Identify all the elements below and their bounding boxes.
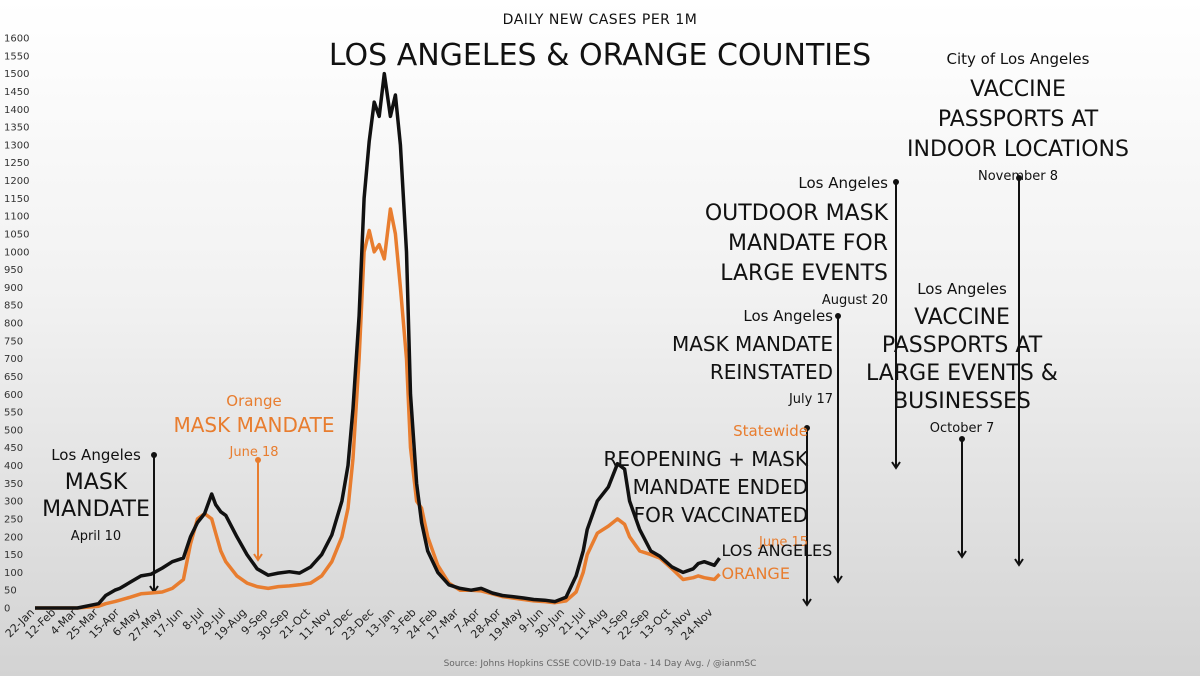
source-note: Source: Johns Hopkins CSSE COVID-19 Data… [443,659,757,669]
annotation-date: August 20 [822,293,888,308]
annotation-arrow [1014,558,1024,567]
annotation-date: June 15 [758,535,808,550]
y-tick-label: 1000 [4,247,29,258]
y-tick-label: 700 [4,354,23,365]
chart-subtitle: DAILY NEW CASES PER 1M [503,12,698,28]
annotation-date: June 18 [229,445,279,460]
annotation-place: Los Angeles [743,307,833,325]
annotation-headline: REINSTATED [710,360,833,384]
y-tick-label: 650 [4,372,23,383]
annotation-place: Los Angeles [798,174,888,192]
annotation-place: Los Angeles [51,446,141,464]
annotation-dot [255,457,261,463]
annotation-headline: MASK MANDATE [672,332,833,356]
annotation-arrow [891,461,901,470]
annotation-date: July 17 [788,392,833,407]
y-tick-label: 450 [4,443,23,454]
annotation-headline: BUSINESSES [893,389,1031,414]
annotation-headline: REOPENING + MASK [603,447,808,471]
y-tick-label: 350 [4,479,23,490]
y-tick-label: 850 [4,301,23,312]
annotation-headline: LARGE EVENTS & [866,361,1058,386]
y-tick-label: 1050 [4,229,29,240]
y-tick-label: 750 [4,336,23,347]
annotation-headline: LARGE EVENTS [720,261,888,286]
y-tick-label: 300 [4,497,23,508]
y-tick-label: 1200 [4,176,29,187]
annotation-arrow [957,550,967,559]
y-tick-label: 550 [4,408,23,419]
annotation-headline: MANDATE ENDED [633,475,808,499]
y-tick-label: 800 [4,319,23,330]
annotation-date: October 7 [930,421,994,436]
annotation-headline: PASSPORTS AT [882,333,1043,358]
y-tick-label: 150 [4,550,23,561]
x-axis: 22-Jan12-Feb4-Mar25-Mar15-Apr6-May27-May… [3,605,716,643]
annotation-date: April 10 [71,529,121,544]
y-tick-label: 500 [4,425,23,436]
annotation-place: City of Los Angeles [947,50,1090,68]
y-tick-label: 900 [4,283,23,294]
end-labels: LOS ANGELES ORANGE [721,541,832,583]
annotation-headline: MANDATE FOR [728,231,888,256]
series-line-los-angeles [35,71,721,610]
y-tick-label: 100 [4,568,23,579]
annotation-headline: PASSPORTS AT [938,107,1099,132]
annotation-headline: OUTDOOR MASK [705,201,889,226]
y-tick-label: 1500 [4,69,29,80]
annotation-date: November 8 [978,169,1058,184]
y-tick-label: 1600 [4,34,29,45]
annotation-dot [835,313,841,319]
annotation-headline: FOR VACCINATED [634,503,808,527]
y-tick-label: 1350 [4,123,29,134]
annotation-headline: MASK [65,470,128,495]
end-label-los-angeles: LOS ANGELES [721,541,832,560]
annotation-arrow [833,575,843,584]
y-tick-label: 1450 [4,87,29,98]
y-tick-label: 200 [4,532,23,543]
y-tick-label: 1100 [4,212,29,223]
annotation-arrow [802,598,812,607]
annotation-place: Statewide [733,422,808,440]
annotation-headline: MASK MANDATE [173,413,334,437]
annotation-dot [804,425,810,431]
annotation-dot [959,436,965,442]
annotation-place: Orange [226,392,281,410]
y-tick-label: 400 [4,461,23,472]
annotation-dot [893,179,899,185]
y-tick-label: 250 [4,514,23,525]
annotation-dot [1016,175,1022,181]
annotation-dot [151,452,157,458]
y-tick-label: 50 [4,586,17,597]
annotation-headline: INDOOR LOCATIONS [907,137,1129,162]
y-tick-label: 1150 [4,194,29,205]
y-tick-label: 950 [4,265,23,276]
annotation-headline: VACCINE [970,77,1066,102]
y-tick-label: 0 [4,604,10,615]
annotation-headline: VACCINE [914,305,1010,330]
series-lines [35,71,721,610]
y-tick-label: 1400 [4,105,29,116]
series-line-orange [35,207,721,610]
y-axis: 0 50 100 150 200 250 300 350 400 450 500 550 600 650 7… [4,34,29,615]
chart-title: LOS ANGELES & ORANGE COUNTIES [329,38,871,73]
annotation-place: Los Angeles [917,280,1007,298]
y-tick-label: 1250 [4,158,29,169]
annotation-arrow [253,553,263,562]
end-label-orange: ORANGE [721,564,789,583]
y-tick-label: 600 [4,390,23,401]
annotation-headline: MANDATE [42,497,150,522]
y-tick-label: 1300 [4,140,29,151]
y-tick-label: 1550 [4,51,29,62]
